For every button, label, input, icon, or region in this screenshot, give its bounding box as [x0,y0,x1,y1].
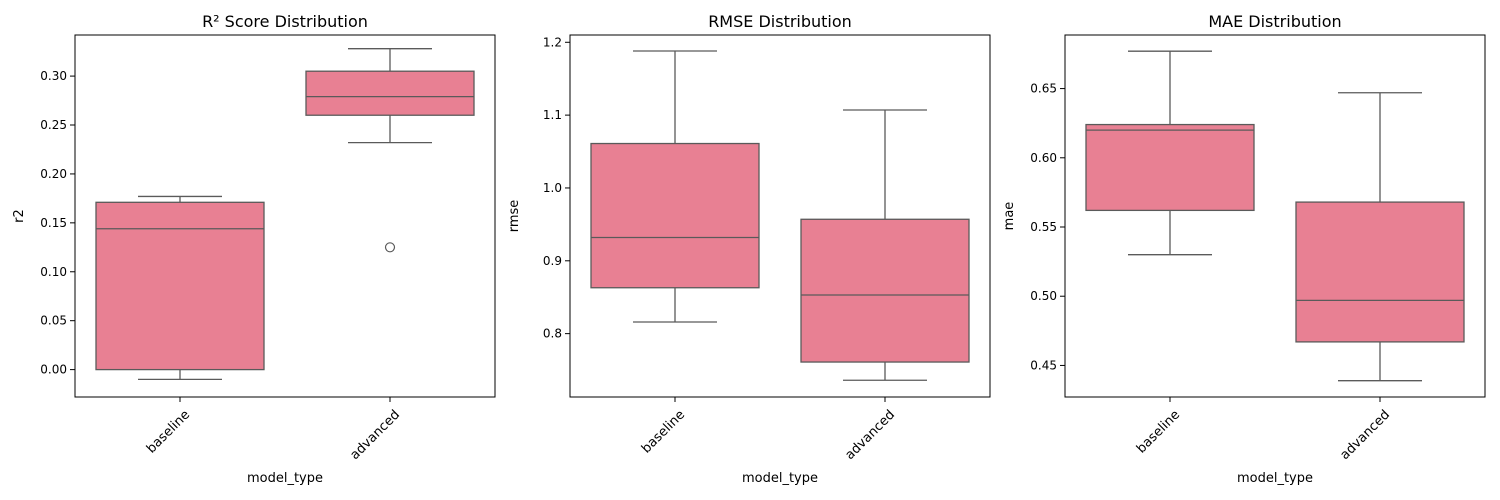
box-baseline [95,195,265,381]
y-tick-label: 1.1 [543,108,562,122]
plot-frame [74,34,496,398]
y-tick-label: 0.15 [40,216,67,230]
x-tick-label: baseline [639,407,688,456]
y-tick-label: 1.0 [543,181,562,195]
chart-panel-3: MAE Distribution 0.45 0.50 0.55 0.60 0.65 mae b… [1002,12,1486,486]
chart-panel-1: R² Score Distribution 0.00 0.05 0.10 0.15 0.2… [12,12,496,486]
y-tick-label: 0.45 [1030,358,1057,372]
x-tick-label: advanced [1338,407,1394,463]
box-advanced [800,109,970,381]
box-iqr [590,142,760,289]
outlier-point [384,242,396,253]
x-tick-label: baseline [144,407,193,456]
box-iqr [800,218,970,363]
box-iqr [305,70,475,116]
y-tick-label: 0.20 [40,167,67,181]
x-axis-label: model_type [1237,471,1313,486]
box-baseline [1085,50,1255,256]
box-advanced [305,48,475,253]
y-axis-label: mae [1002,202,1017,231]
y-axis-label: r2 [12,209,27,223]
y-tick-label: 0.30 [40,69,67,83]
box-iqr [1295,201,1465,343]
y-tick-label: 0.00 [40,363,67,377]
chart-title: MAE Distribution [1208,12,1341,31]
x-axis-label: model_type [247,471,323,486]
y-tick-label: 1.2 [543,35,562,49]
chart-panel-2: RMSE Distribution 0.8 0.9 1.0 1.1 1.2 rmse base… [507,12,991,486]
y-tick-label: 0.9 [543,254,562,268]
y-tick-label: 0.05 [40,314,67,328]
plot-frame [569,34,991,398]
x-tick-label: baseline [1134,407,1183,456]
box-iqr [95,201,265,371]
plot-frame [1064,34,1486,398]
box-iqr [1085,123,1255,212]
x-tick-label: advanced [348,407,404,463]
chart-title: R² Score Distribution [202,12,368,31]
y-tick-label: 0.25 [40,118,67,132]
chart-title: RMSE Distribution [708,12,852,31]
y-tick-label: 0.55 [1030,220,1057,234]
box-advanced [1295,92,1465,382]
y-tick-label: 0.60 [1030,151,1057,165]
y-tick-label: 0.8 [543,327,562,341]
y-tick-label: 0.50 [1030,289,1057,303]
x-tick-label: advanced [843,407,899,463]
x-axis-label: model_type [742,471,818,486]
y-tick-label: 0.65 [1030,82,1057,96]
y-tick-label: 0.10 [40,265,67,279]
box-baseline [590,50,760,323]
y-axis-label: rmse [507,200,522,233]
